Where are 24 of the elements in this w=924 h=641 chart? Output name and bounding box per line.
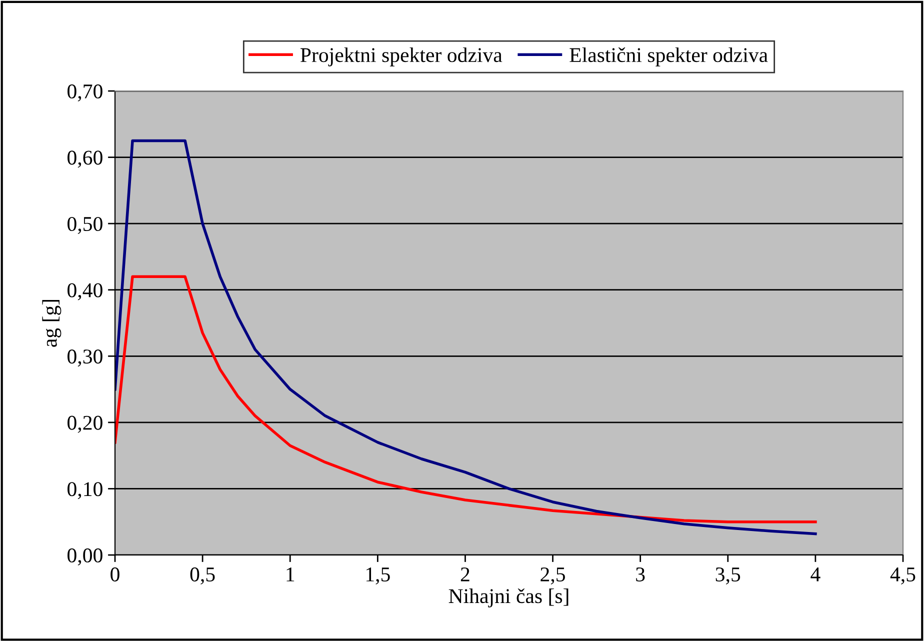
x-tick-label: 4 — [810, 568, 820, 582]
x-tick-label: 2,5 — [540, 567, 565, 584]
y-axis-title: ag [g] — [42, 300, 62, 347]
x-tick-label: 0,5 — [190, 567, 215, 584]
x-tick-label: 1,5 — [366, 568, 390, 584]
y-tick-label: 0,10 — [68, 482, 102, 500]
line-series — [115, 139, 817, 536]
y-tick-label: 0,00 — [68, 548, 102, 566]
line-series — [115, 275, 817, 524]
x-tick-label: 3,5 — [716, 567, 740, 584]
y-tick-label: 0,60 — [68, 150, 102, 168]
y-tick-label: 0,40 — [68, 283, 102, 300]
y-tick-label: 0,50 — [68, 216, 102, 234]
y-tick-label: 0,30 — [68, 350, 102, 367]
x-tick-label: 3 — [636, 567, 645, 582]
x-axis-title: Nihajni čas [s] — [448, 588, 568, 608]
x-tick-label: 0 — [110, 567, 120, 582]
legend-label: Projektni spekter odziva — [300, 47, 502, 66]
x-tick-label: 4,5 — [890, 568, 916, 584]
x-tick-label: 2 — [460, 567, 470, 582]
x-tick-label: 1 — [286, 568, 294, 582]
legend-label: Elastični spekter odziva — [570, 47, 768, 66]
y-tick-label: 0,20 — [68, 416, 102, 433]
y-tick-label: 0,70 — [68, 84, 102, 102]
